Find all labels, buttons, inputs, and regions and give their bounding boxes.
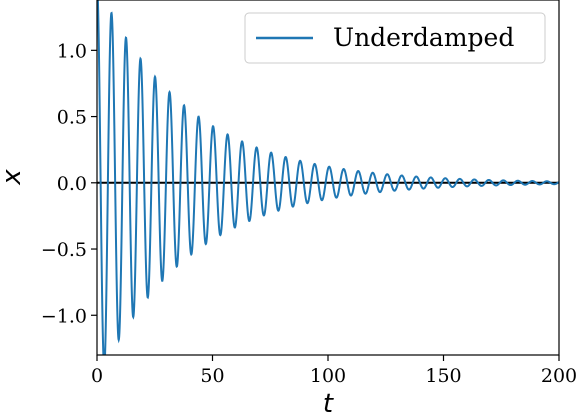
y-tick-label: 1.0 [57, 40, 87, 62]
legend: Underdamped [244, 12, 546, 64]
x-tick-label: 150 [425, 365, 461, 387]
x-axis-label: t [323, 389, 334, 419]
x-axis: 0 50 100 150 200 [91, 355, 577, 387]
x-tick-label: 200 [541, 365, 577, 387]
x-tick-label: 50 [200, 365, 224, 387]
y-axis-label: x [0, 169, 27, 186]
x-tick-label: 100 [310, 365, 346, 387]
y-axis: −1.0 −0.5 0.0 0.5 1.0 [41, 40, 97, 327]
y-tick-label: −0.5 [41, 239, 87, 261]
series-line-underdamped [97, 0, 559, 355]
y-tick-label: 0.5 [57, 107, 87, 129]
legend-box [244, 12, 546, 64]
y-tick-label: 0.0 [57, 173, 87, 195]
legend-label-underdamped: Underdamped [333, 23, 514, 52]
y-tick-label: −1.0 [41, 305, 87, 327]
plot-area [97, 0, 559, 355]
x-tick-label: 0 [91, 365, 103, 387]
